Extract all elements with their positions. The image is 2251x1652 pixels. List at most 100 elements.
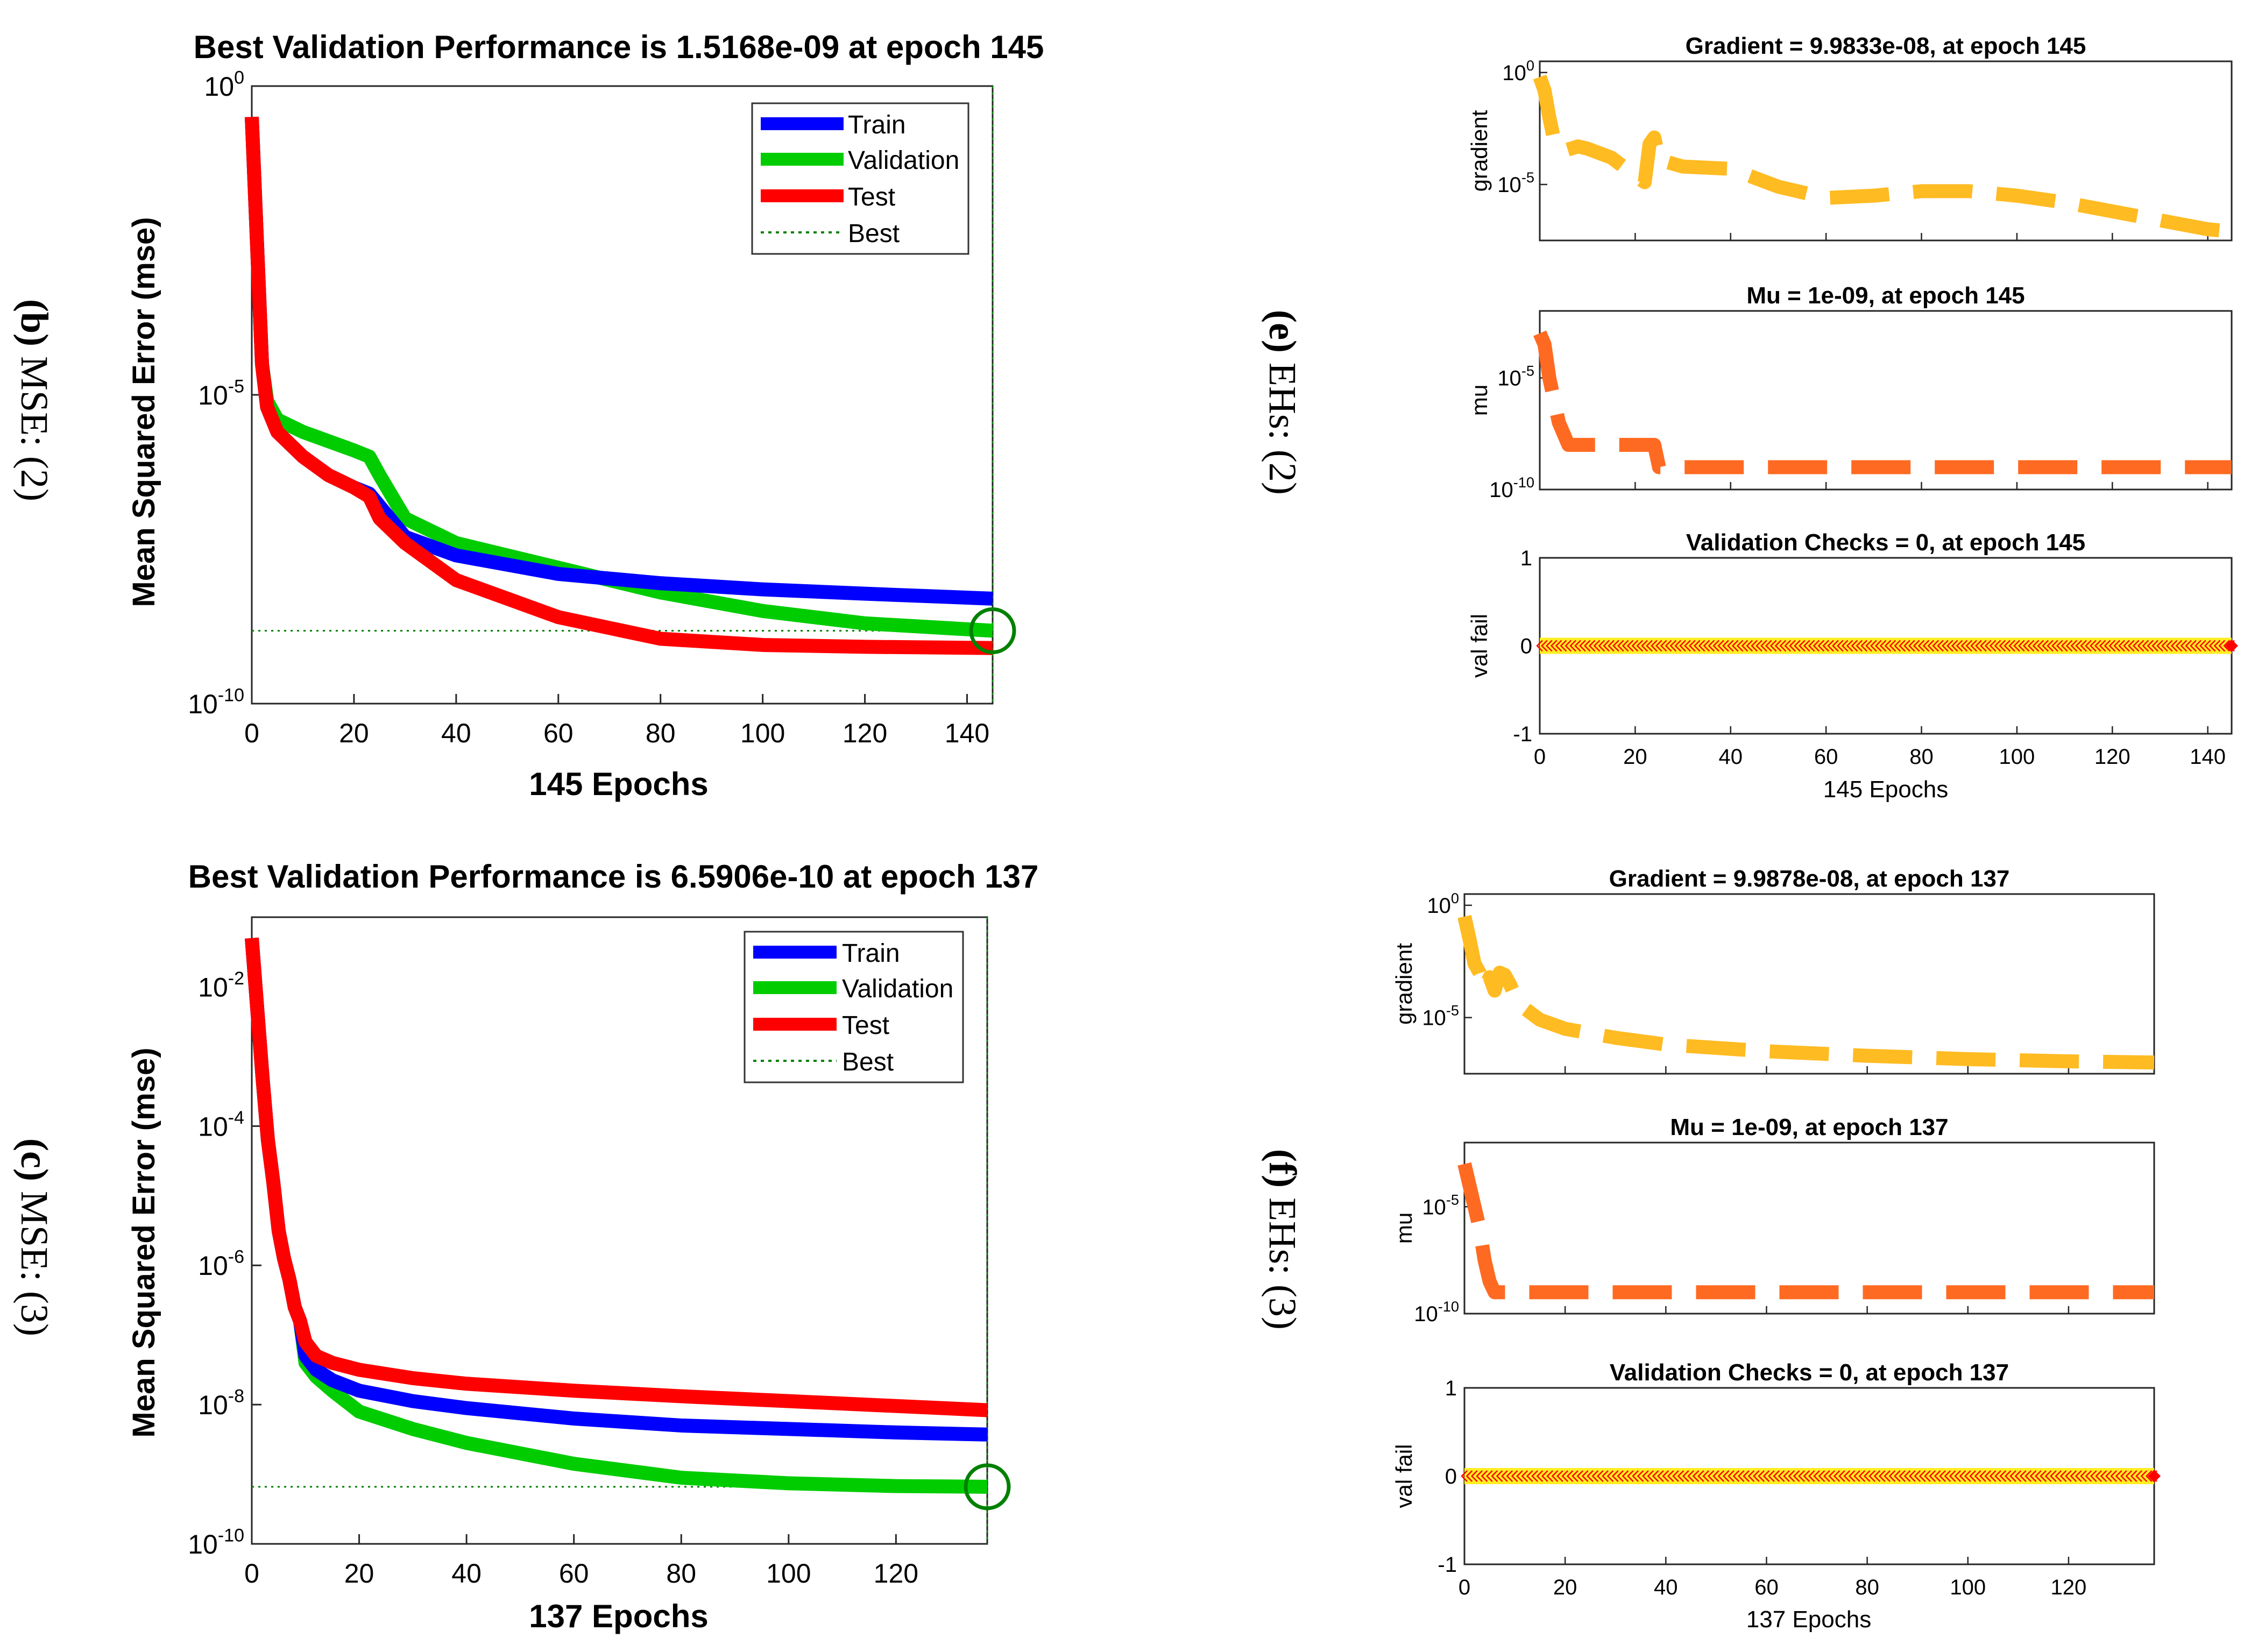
- y-tick-label: 100: [204, 68, 244, 102]
- subplot-title: Gradient = 9.9833e-08, at epoch 145: [1686, 33, 2086, 59]
- panel-label-e: (e) EHs: (2): [1261, 310, 1304, 495]
- subplot-title: Gradient = 9.9878e-08, at epoch 137: [1609, 866, 2010, 892]
- x-tick-label: 0: [1534, 745, 1546, 769]
- x-tick-label: 60: [543, 718, 574, 748]
- y-tick-label: -1: [1438, 1553, 1457, 1577]
- x-tick-label: 140: [2190, 745, 2226, 769]
- x-tick-label: 60: [559, 1558, 589, 1589]
- axes-box: [1463, 893, 2155, 1075]
- subplot-title: Mu = 1e-09, at epoch 145: [1746, 282, 2025, 309]
- y-tick-label: 10-10: [1489, 474, 1534, 502]
- y-tick-label: 100: [1502, 57, 1534, 85]
- chart-title: Best Validation Performance is 6.5906e-1…: [188, 859, 1039, 895]
- x-tick-label: 120: [874, 1558, 918, 1589]
- legend-label-validation: Validation: [848, 146, 959, 175]
- legend-label-validation: Validation: [842, 975, 953, 1003]
- legend: Train Validation Test Best: [744, 931, 964, 1083]
- x-axis-label: 137 Epochs: [1746, 1606, 1871, 1633]
- best-marker: [969, 607, 1016, 655]
- axes-box: [1463, 1141, 2155, 1315]
- val-fail-final-marker: [2225, 639, 2238, 653]
- mu-line: [1533, 330, 2232, 474]
- val-fail-markers: [1536, 640, 2235, 652]
- chart-title: Best Validation Performance is 1.5168e-0…: [194, 29, 1044, 65]
- x-tick-label: 100: [740, 718, 785, 748]
- legend: Train Validation Test Best: [751, 102, 969, 255]
- best-marker: [964, 1463, 1011, 1511]
- y-axis-label: mu: [1391, 1213, 1417, 1244]
- x-tick-label: 100: [766, 1558, 811, 1589]
- x-axis-label: 137 Epochs: [529, 1598, 709, 1634]
- y-tick-label: 10-5: [1422, 1002, 1459, 1030]
- y-tick-label: 100: [1427, 890, 1459, 918]
- x-tick-label: 40: [441, 718, 471, 748]
- y-tick-label: 10-2: [198, 968, 244, 1003]
- y-tick-label: 10-8: [198, 1386, 244, 1421]
- x-tick-label: 80: [666, 1558, 696, 1589]
- x-tick-label: 20: [1553, 1576, 1577, 1599]
- y-axis-label: Mean Squared Error (mse): [126, 217, 161, 607]
- x-tick-label: 60: [1814, 745, 1838, 769]
- series-line-test: [245, 116, 993, 655]
- y-tick-label: 10-10: [188, 1526, 244, 1560]
- mse-chart-3: Best Validation Performance is 6.5906e-1…: [126, 859, 1038, 1634]
- y-axis-label: val fail: [1391, 1444, 1417, 1508]
- y-tick-label: 0: [1520, 635, 1532, 658]
- y-tick-label: 10-5: [198, 377, 244, 411]
- x-axis-label: 145 Epochs: [1823, 776, 1948, 803]
- x-tick-label: 40: [1719, 745, 1743, 769]
- val-fail-markers: [1461, 1470, 2157, 1482]
- y-tick-label: 1: [1445, 1377, 1457, 1400]
- gradient-subplot: Gradient = 9.9833e-08, at epoch 145 gradi…: [1467, 33, 2233, 242]
- x-tick-label: 80: [1909, 745, 1934, 769]
- x-tick-label: 120: [2094, 745, 2130, 769]
- subplot-title: Mu = 1e-09, at epoch 137: [1670, 1114, 1948, 1140]
- x-tick-label: 0: [1459, 1576, 1470, 1599]
- x-tick-label: 20: [344, 1558, 374, 1589]
- x-tick-label: 80: [1855, 1576, 1879, 1599]
- series-line-test: [245, 937, 988, 1417]
- y-tick-label: 10-5: [1422, 1191, 1459, 1219]
- x-tick-label: 120: [843, 718, 887, 748]
- y-tick-label: 10-5: [1497, 363, 1534, 391]
- y-axis-label: val fail: [1467, 614, 1492, 678]
- x-tick-label: 80: [646, 718, 676, 748]
- y-tick-label: 10-10: [188, 685, 244, 720]
- x-tick-label: 0: [244, 1558, 259, 1589]
- x-tick-label: 100: [1950, 1576, 1986, 1599]
- y-tick-label: 1: [1520, 547, 1532, 570]
- y-tick-label: 10-10: [1414, 1298, 1459, 1326]
- subplot-title: Validation Checks = 0, at epoch 145: [1686, 529, 2085, 556]
- x-tick-label: 0: [244, 718, 259, 748]
- x-axis-label: 145 Epochs: [529, 766, 709, 802]
- training-state-chart-3: Gradient = 9.9878e-08, at epoch 137 gradi…: [1391, 866, 2161, 1633]
- legend-label-best: Best: [842, 1048, 894, 1076]
- val-fail-final-marker: [2148, 1470, 2161, 1483]
- x-tick-label: 20: [1623, 745, 1647, 769]
- y-tick-label: 10-5: [1497, 169, 1534, 197]
- x-tick-label: 60: [1754, 1576, 1779, 1599]
- legend-label-train: Train: [848, 111, 906, 139]
- panel-label-b: (b) MSE: (2): [13, 299, 56, 501]
- legend-label-test: Test: [848, 183, 895, 211]
- x-tick-label: 120: [2051, 1576, 2087, 1599]
- y-tick-label: 0: [1445, 1465, 1457, 1488]
- x-tick-label: 40: [1654, 1576, 1678, 1599]
- mse-chart-2: Best Validation Performance is 1.5168e-0…: [126, 29, 1044, 802]
- mu-line: [1457, 1162, 2154, 1300]
- x-tick-label: 20: [339, 718, 369, 748]
- panel-label-c: (c) MSE: (3): [13, 1138, 56, 1336]
- x-tick-label: 40: [451, 1558, 482, 1589]
- subplot-title: Validation Checks = 0, at epoch 137: [1610, 1359, 2009, 1386]
- plot-area: 0 20 40 60 80 100 120 10-2 10-4 10-6 10-8 10-10: [188, 916, 1011, 1589]
- x-tick-label: 140: [945, 718, 989, 748]
- validation-checks-subplot: Validation Checks = 0, at epoch 145 val f…: [1467, 529, 2238, 769]
- legend-label-train: Train: [842, 939, 900, 968]
- legend-label-best: Best: [848, 219, 900, 248]
- panel-label-f: (f) EHs: (3): [1261, 1149, 1304, 1330]
- validation-checks-subplot: Validation Checks = 0, at epoch 137 val f…: [1391, 1359, 2161, 1599]
- y-axis-label: mu: [1467, 385, 1492, 416]
- x-tick-label: 100: [1999, 745, 2035, 769]
